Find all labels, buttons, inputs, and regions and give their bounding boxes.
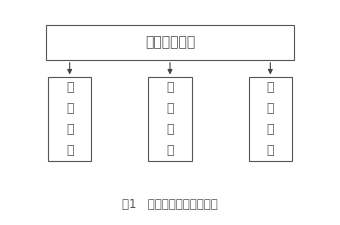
Bar <box>48 77 91 161</box>
Text: 自动控制系统: 自动控制系统 <box>145 35 195 49</box>
Bar <box>46 25 294 60</box>
Text: 通
风
系
统: 通 风 系 统 <box>66 81 73 157</box>
Text: 供
热
系
统: 供 热 系 统 <box>267 81 274 157</box>
Bar <box>148 77 192 161</box>
Text: 图1   人工气候室的系统组成: 图1 人工气候室的系统组成 <box>122 198 218 211</box>
Bar <box>249 77 292 161</box>
Text: 遮
阳
系
统: 遮 阳 系 统 <box>166 81 174 157</box>
